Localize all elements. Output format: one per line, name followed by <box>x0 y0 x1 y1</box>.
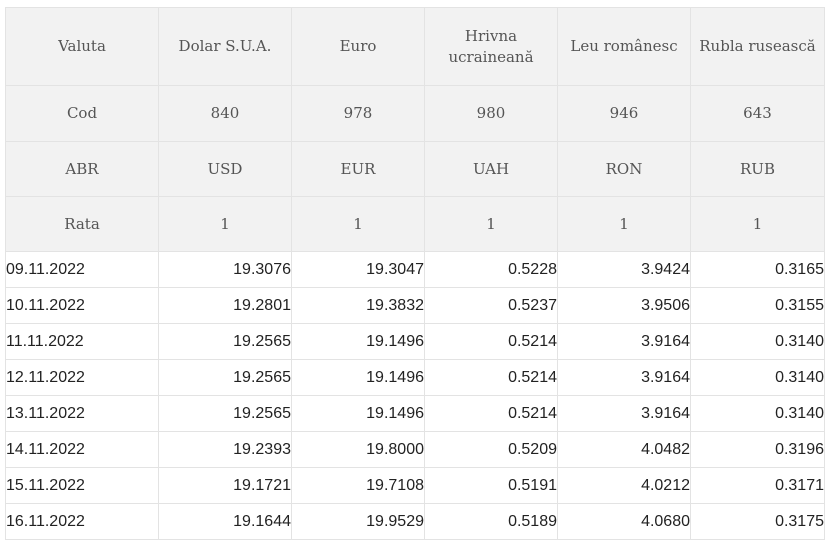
rate-cell: 19.3832 <box>291 287 425 324</box>
table-row: 11.11.2022 19.2565 19.1496 0.5214 3.9164… <box>5 323 825 360</box>
rate-cell: 0.5237 <box>424 287 558 324</box>
date-cell: 09.11.2022 <box>5 251 159 288</box>
table-row: 13.11.2022 19.2565 19.1496 0.5214 3.9164… <box>5 395 825 432</box>
rate-cell: 0.3140 <box>690 323 825 360</box>
rate-cell: 19.2393 <box>158 431 292 468</box>
table-row: 09.11.2022 19.3076 19.3047 0.5228 3.9424… <box>5 251 825 288</box>
rate-cell: 0.3171 <box>690 467 825 504</box>
currency-abr-row: ABR USD EUR UAH RON RUB <box>5 141 825 197</box>
rate-cell: 3.9164 <box>557 323 691 360</box>
currency-name: Hrivna ucraineană <box>424 7 558 86</box>
date-cell: 12.11.2022 <box>5 359 159 396</box>
currency-name: Rubla rusească <box>690 7 825 86</box>
rate-cell: 0.3155 <box>690 287 825 324</box>
table-row: 15.11.2022 19.1721 19.7108 0.5191 4.0212… <box>5 467 825 504</box>
rate-cell: 3.9424 <box>557 251 691 288</box>
exchange-rates-table: Valuta Dolar S.U.A. Euro Hrivna ucrainea… <box>5 7 825 540</box>
date-cell: 13.11.2022 <box>5 395 159 432</box>
rate-cell: 0.5214 <box>424 323 558 360</box>
currency-rate: 1 <box>557 196 691 252</box>
rate-cell: 3.9506 <box>557 287 691 324</box>
currency-code: 980 <box>424 85 558 142</box>
rate-cell: 0.3165 <box>690 251 825 288</box>
rata-header: Rata <box>5 196 159 252</box>
date-cell: 15.11.2022 <box>5 467 159 504</box>
currency-abr: RUB <box>690 141 825 197</box>
valuta-header: Valuta <box>5 7 159 86</box>
rate-cell: 0.3175 <box>690 503 825 540</box>
table-row: 12.11.2022 19.2565 19.1496 0.5214 3.9164… <box>5 359 825 396</box>
rate-cell: 4.0212 <box>557 467 691 504</box>
currency-rate-row: Rata 1 1 1 1 1 <box>5 196 825 252</box>
currency-rate: 1 <box>424 196 558 252</box>
rate-cell: 0.5209 <box>424 431 558 468</box>
rate-cell: 19.1496 <box>291 323 425 360</box>
date-cell: 11.11.2022 <box>5 323 159 360</box>
date-cell: 16.11.2022 <box>5 503 159 540</box>
cod-header: Cod <box>5 85 159 142</box>
rate-cell: 0.5214 <box>424 359 558 396</box>
rate-cell: 19.1721 <box>158 467 292 504</box>
currency-code: 978 <box>291 85 425 142</box>
date-cell: 10.11.2022 <box>5 287 159 324</box>
rate-cell: 0.5189 <box>424 503 558 540</box>
rate-cell: 0.3140 <box>690 359 825 396</box>
currency-code: 946 <box>557 85 691 142</box>
date-cell: 14.11.2022 <box>5 431 159 468</box>
abr-header: ABR <box>5 141 159 197</box>
currency-name: Dolar S.U.A. <box>158 7 292 86</box>
rate-cell: 19.8000 <box>291 431 425 468</box>
rate-cell: 19.3047 <box>291 251 425 288</box>
currency-name-row: Valuta Dolar S.U.A. Euro Hrivna ucrainea… <box>5 7 825 86</box>
rate-cell: 0.5191 <box>424 467 558 504</box>
rate-cell: 3.9164 <box>557 359 691 396</box>
rate-cell: 19.1644 <box>158 503 292 540</box>
currency-abr: UAH <box>424 141 558 197</box>
table-row: 10.11.2022 19.2801 19.3832 0.5237 3.9506… <box>5 287 825 324</box>
rate-cell: 3.9164 <box>557 395 691 432</box>
currency-abr: RON <box>557 141 691 197</box>
rate-cell: 19.3076 <box>158 251 292 288</box>
rate-cell: 19.7108 <box>291 467 425 504</box>
rate-cell: 4.0680 <box>557 503 691 540</box>
rate-cell: 0.5228 <box>424 251 558 288</box>
rate-cell: 0.5214 <box>424 395 558 432</box>
currency-abr: USD <box>158 141 292 197</box>
currency-rate: 1 <box>158 196 292 252</box>
rate-cell: 19.1496 <box>291 359 425 396</box>
rate-cell: 0.3196 <box>690 431 825 468</box>
rate-cell: 19.2801 <box>158 287 292 324</box>
table-row: 14.11.2022 19.2393 19.8000 0.5209 4.0482… <box>5 431 825 468</box>
currency-abr: EUR <box>291 141 425 197</box>
currency-rate: 1 <box>291 196 425 252</box>
currency-code: 643 <box>690 85 825 142</box>
currency-rate: 1 <box>690 196 825 252</box>
table-row: 16.11.2022 19.1644 19.9529 0.5189 4.0680… <box>5 503 825 540</box>
rate-cell: 19.9529 <box>291 503 425 540</box>
rate-cell: 19.2565 <box>158 323 292 360</box>
rate-cell: 4.0482 <box>557 431 691 468</box>
rate-cell: 0.3140 <box>690 395 825 432</box>
rate-cell: 19.1496 <box>291 395 425 432</box>
currency-code-row: Cod 840 978 980 946 643 <box>5 85 825 142</box>
currency-name: Euro <box>291 7 425 86</box>
currency-code: 840 <box>158 85 292 142</box>
currency-name: Leu românesc <box>557 7 691 86</box>
rate-cell: 19.2565 <box>158 359 292 396</box>
rate-cell: 19.2565 <box>158 395 292 432</box>
